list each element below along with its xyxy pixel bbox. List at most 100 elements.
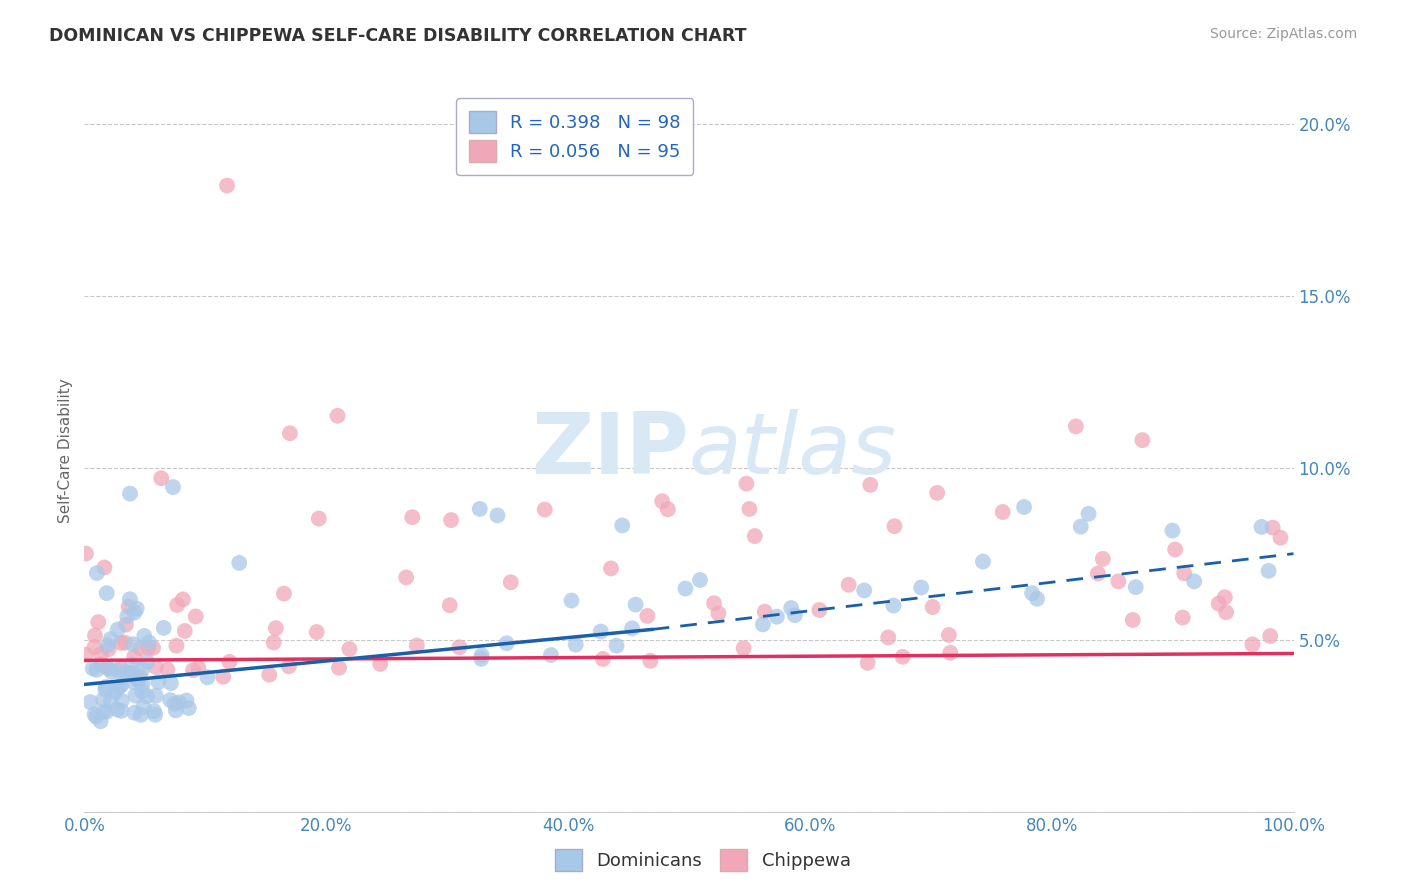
Point: [657, 502, 679, 516]
Point: [143, 707, 166, 722]
Point: [121, 665, 143, 680]
Point: [90, 714, 112, 729]
Point: [564, 638, 586, 652]
Point: [218, 655, 240, 669]
Point: [121, 657, 143, 672]
Point: [90, 648, 112, 662]
Point: [1182, 574, 1205, 589]
Point: [122, 675, 145, 690]
Point: [91, 705, 114, 719]
Point: [766, 609, 789, 624]
Point: [124, 649, 146, 664]
Point: [783, 608, 806, 623]
Point: [129, 641, 152, 656]
Point: [1270, 531, 1292, 545]
Point: [115, 617, 138, 632]
Point: [87, 615, 110, 629]
Point: [86, 663, 108, 677]
Point: [160, 676, 183, 690]
Point: [111, 694, 134, 708]
Point: [1215, 605, 1237, 619]
Point: [197, 670, 219, 684]
Point: [110, 704, 132, 718]
Point: [127, 673, 149, 688]
Point: [1173, 566, 1195, 581]
Point: [172, 592, 194, 607]
Point: [97, 661, 120, 675]
Point: [405, 639, 427, 653]
Point: [1132, 433, 1154, 447]
Point: [326, 409, 349, 423]
Point: [910, 581, 932, 595]
Point: [744, 529, 766, 543]
Point: [176, 693, 198, 707]
Point: [136, 690, 159, 704]
Point: [82, 661, 104, 675]
Point: [177, 701, 200, 715]
Text: ZIP: ZIP: [531, 409, 689, 492]
Point: [703, 596, 725, 610]
Point: [173, 624, 195, 638]
Point: [752, 617, 775, 632]
Point: [754, 605, 776, 619]
Point: [733, 641, 755, 656]
Point: [83, 707, 105, 722]
Point: [780, 601, 803, 615]
Point: [131, 684, 153, 698]
Point: [675, 582, 697, 596]
Text: Source: ZipAtlas.com: Source: ZipAtlas.com: [1209, 27, 1357, 41]
Legend: Dominicans, Chippewa: Dominicans, Chippewa: [548, 842, 858, 879]
Point: [328, 661, 350, 675]
Point: [108, 679, 131, 693]
Point: [136, 655, 159, 669]
Point: [651, 494, 673, 508]
Point: [138, 635, 160, 649]
Point: [707, 607, 730, 621]
Point: [129, 707, 152, 722]
Point: [882, 599, 904, 613]
Point: [808, 603, 831, 617]
Y-axis label: Self-Care Disability: Self-Care Disability: [58, 378, 73, 523]
Point: [184, 609, 207, 624]
Point: [90, 657, 112, 672]
Point: [166, 598, 188, 612]
Point: [605, 639, 627, 653]
Point: [401, 510, 423, 524]
Point: [143, 704, 166, 718]
Point: [1164, 542, 1187, 557]
Point: [117, 609, 139, 624]
Point: [1125, 580, 1147, 594]
Point: [921, 600, 943, 615]
Point: [395, 570, 418, 584]
Point: [75, 648, 97, 662]
Point: [938, 628, 960, 642]
Point: [122, 637, 145, 651]
Point: [152, 621, 174, 635]
Point: [93, 560, 115, 574]
Point: [134, 629, 156, 643]
Point: [84, 709, 107, 723]
Point: [127, 672, 149, 686]
Point: [156, 663, 179, 677]
Point: [1021, 586, 1043, 600]
Point: [640, 654, 662, 668]
Point: [148, 675, 170, 690]
Point: [689, 573, 711, 587]
Point: [1107, 574, 1129, 589]
Point: [110, 661, 132, 675]
Point: [118, 592, 141, 607]
Point: [589, 624, 612, 639]
Point: [114, 636, 136, 650]
Point: [368, 657, 391, 671]
Point: [495, 636, 517, 650]
Point: [79, 695, 101, 709]
Point: [118, 599, 141, 614]
Point: [471, 648, 494, 663]
Point: [439, 598, 461, 612]
Point: [96, 586, 118, 600]
Point: [97, 638, 120, 652]
Point: [1026, 591, 1049, 606]
Point: [97, 642, 120, 657]
Point: [163, 697, 186, 711]
Point: [110, 678, 132, 692]
